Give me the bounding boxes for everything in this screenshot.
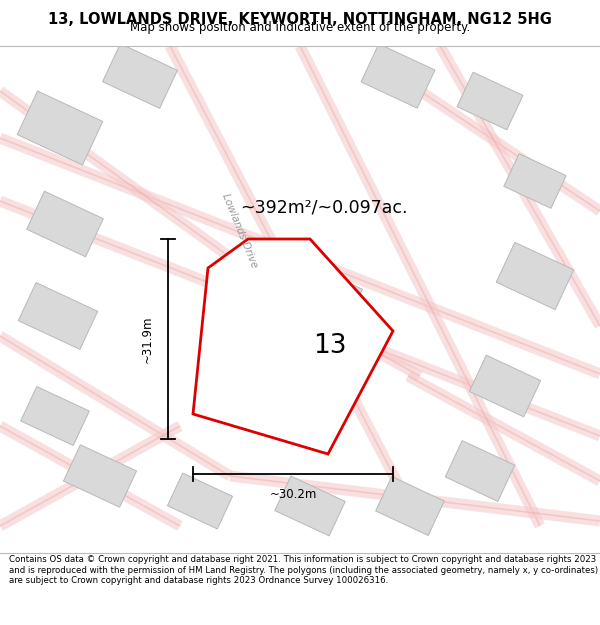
Polygon shape xyxy=(445,441,515,501)
Text: ~31.9m: ~31.9m xyxy=(141,315,154,362)
Polygon shape xyxy=(193,239,393,454)
Polygon shape xyxy=(64,445,137,508)
Text: Contains OS data © Crown copyright and database right 2021. This information is : Contains OS data © Crown copyright and d… xyxy=(9,555,598,585)
Polygon shape xyxy=(17,91,103,165)
Polygon shape xyxy=(496,242,574,309)
Polygon shape xyxy=(469,355,541,417)
Polygon shape xyxy=(504,154,566,208)
Polygon shape xyxy=(298,266,362,322)
Polygon shape xyxy=(19,282,98,349)
Polygon shape xyxy=(167,473,233,529)
Polygon shape xyxy=(26,191,103,257)
Polygon shape xyxy=(457,72,523,130)
Text: ~30.2m: ~30.2m xyxy=(269,488,317,501)
Text: 13, LOWLANDS DRIVE, KEYWORTH, NOTTINGHAM, NG12 5HG: 13, LOWLANDS DRIVE, KEYWORTH, NOTTINGHAM… xyxy=(48,11,552,26)
Text: ~392m²/~0.097ac.: ~392m²/~0.097ac. xyxy=(240,199,407,217)
Polygon shape xyxy=(361,44,435,108)
Polygon shape xyxy=(20,386,89,446)
Polygon shape xyxy=(227,365,309,437)
Polygon shape xyxy=(275,476,345,536)
Polygon shape xyxy=(376,476,445,536)
Text: Map shows position and indicative extent of the property.: Map shows position and indicative extent… xyxy=(130,21,470,34)
Text: 13: 13 xyxy=(313,333,347,359)
Polygon shape xyxy=(103,44,178,108)
Text: Lowlands Drive: Lowlands Drive xyxy=(220,192,260,269)
